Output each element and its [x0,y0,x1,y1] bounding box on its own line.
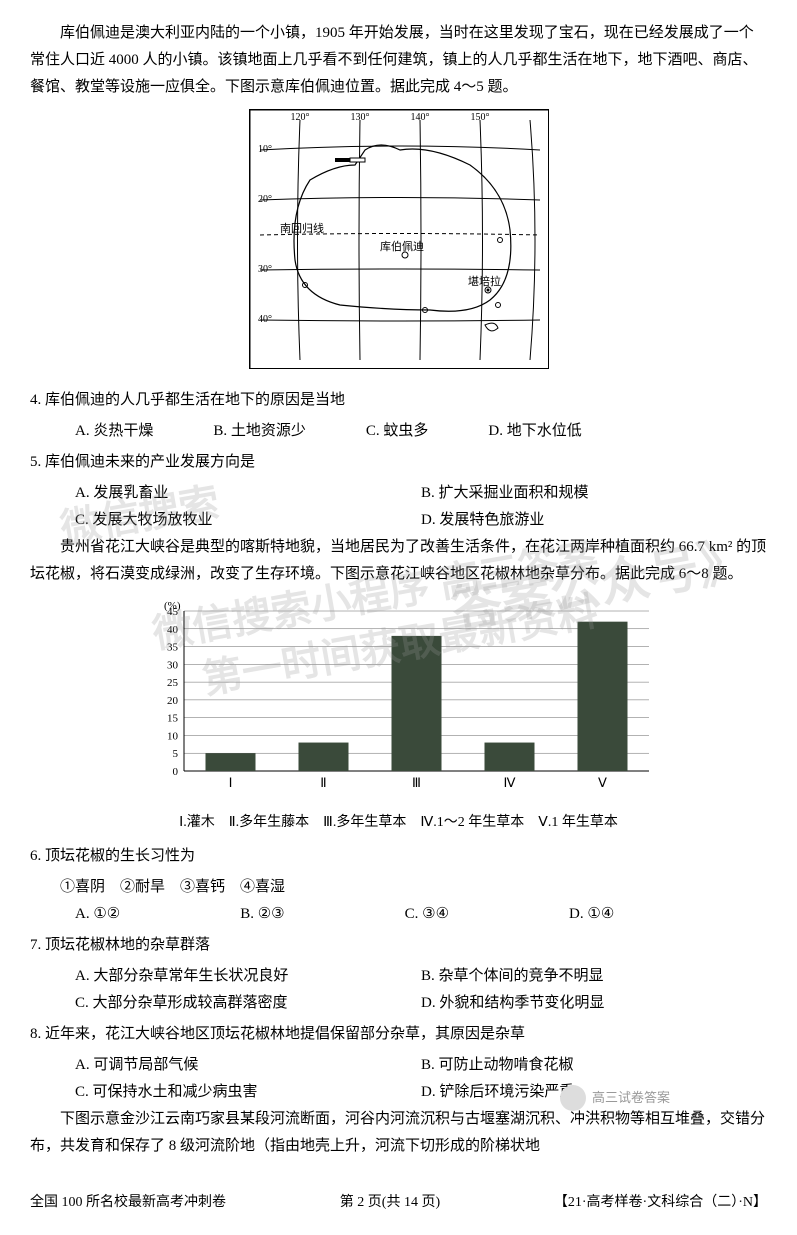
q4-option-b[interactable]: B. 土地资源少 [213,418,306,445]
svg-text:30: 30 [167,659,179,671]
q4-stem: 4. 库伯佩迪的人几乎都生活在地下的原因是当地 [30,387,767,414]
intro-paragraph: 库伯佩迪是澳大利亚内陆的一个小镇，1905 年开始发展，当时在这里发现了宝石，现… [30,20,767,101]
q6-stem: 6. 顶坛花椒的生长习性为 [30,843,767,870]
lon-label: 120° [290,112,309,123]
city-kuber-label: 库伯佩迪 [380,239,424,253]
q4-option-a[interactable]: A. 炎热干燥 [75,418,153,445]
q7-option-d[interactable]: D. 外貌和结构季节变化明显 [421,990,767,1017]
q5-option-b[interactable]: B. 扩大采掘业面积和规模 [421,480,767,507]
q7-option-c[interactable]: C. 大部分杂草形成较高群落密度 [75,990,421,1017]
wechat-badge: 高三试卷答案 [560,1085,670,1111]
q8-option-c[interactable]: C. 可保持水土和减少病虫害 [75,1079,421,1106]
lon-label: 130° [350,112,369,123]
svg-text:15: 15 [167,713,179,725]
svg-text:Ⅱ: Ⅱ [320,775,326,790]
svg-text:10: 10 [167,730,179,742]
q5-option-c[interactable]: C. 发展大牧场放牧业 [75,507,421,534]
wechat-text: 高三试卷答案 [592,1086,670,1109]
intro2-paragraph: 贵州省花江大峡谷是典型的喀斯特地貌，当地居民为了改善生活条件，在花江两岸种植面积… [30,534,767,588]
q6-option-d[interactable]: D. ①④ [569,901,614,928]
svg-text:40: 40 [167,624,179,636]
q6-option-a[interactable]: A. ①② [75,901,120,928]
svg-text:35: 35 [167,642,179,654]
q8-stem: 8. 近年来，花江大峡谷地区顶坛花椒林地提倡保留部分杂草，其原因是杂草 [30,1021,767,1048]
q5-option-d[interactable]: D. 发展特色旅游业 [421,507,767,534]
footer-left: 全国 100 所名校最新高考冲刺卷 [30,1190,226,1215]
map-container: 120° 130° 140° 150° 10° 20° 30° 40° 南回归线… [30,109,767,379]
svg-text:(%): (%) [164,600,181,612]
svg-text:20: 20 [167,695,179,707]
australia-map: 120° 130° 140° 150° 10° 20° 30° 40° 南回归线… [249,109,549,369]
svg-text:Ⅳ: Ⅳ [503,775,515,790]
q8-option-b[interactable]: B. 可防止动物啃食花椒 [421,1052,767,1079]
footer-right: 【21·高考样卷·文科综合（二）·N】 [554,1190,767,1215]
q6-options-line: ①喜阴 ②耐旱 ③喜钙 ④喜湿 [30,874,767,901]
q5-stem: 5. 库伯佩迪未来的产业发展方向是 [30,449,767,476]
lat-label: 30° [258,264,272,275]
wechat-icon [560,1085,586,1111]
chart-legend: Ⅰ.灌木 Ⅱ.多年生藤本 Ⅲ.多年生草本 Ⅳ.1～2 年生草本 Ⅴ.1 年生草本 [30,810,767,835]
footer-center: 第 2 页(共 14 页) [340,1190,440,1215]
intro3-paragraph: 下图示意金沙江云南巧家县某段河流断面，河谷内河流沉积与古堰塞湖沉积、冲洪积物等相… [30,1106,767,1160]
lat-label: 40° [258,314,272,325]
lon-label: 150° [470,112,489,123]
chart-container: 051015202530354045(%)ⅠⅡⅢⅣⅤ Ⅰ.灌木 Ⅱ.多年生藤本 … [30,596,767,835]
tropic-label: 南回归线 [280,221,324,235]
q6-option-c[interactable]: C. ③④ [405,901,449,928]
svg-text:5: 5 [172,748,178,760]
lat-label: 20° [258,194,272,205]
city-canberra-label: 堪培拉 [468,274,501,288]
q7-stem: 7. 顶坛花椒林地的杂草群落 [30,932,767,959]
q7-option-a[interactable]: A. 大部分杂草常年生长状况良好 [75,963,421,990]
lat-label: 10° [258,144,272,155]
q4-option-c[interactable]: C. 蚊虫多 [366,418,429,445]
q4-option-d[interactable]: D. 地下水位低 [488,418,581,445]
svg-text:0: 0 [172,766,178,778]
page-footer: 全国 100 所名校最新高考冲刺卷 第 2 页(共 14 页) 【21·高考样卷… [30,1190,767,1215]
q8-option-a[interactable]: A. 可调节局部气候 [75,1052,421,1079]
q6-option-b[interactable]: B. ②③ [240,901,284,928]
lon-label: 140° [410,112,429,123]
q5-option-a[interactable]: A. 发展乳畜业 [75,480,421,507]
svg-text:25: 25 [167,677,179,689]
svg-text:Ⅲ: Ⅲ [412,775,421,790]
svg-text:Ⅰ: Ⅰ [228,775,232,790]
bar-chart: 051015202530354045(%)ⅠⅡⅢⅣⅤ [139,596,659,796]
q7-option-b[interactable]: B. 杂草个体间的竞争不明显 [421,963,767,990]
svg-text:Ⅴ: Ⅴ [598,775,607,790]
